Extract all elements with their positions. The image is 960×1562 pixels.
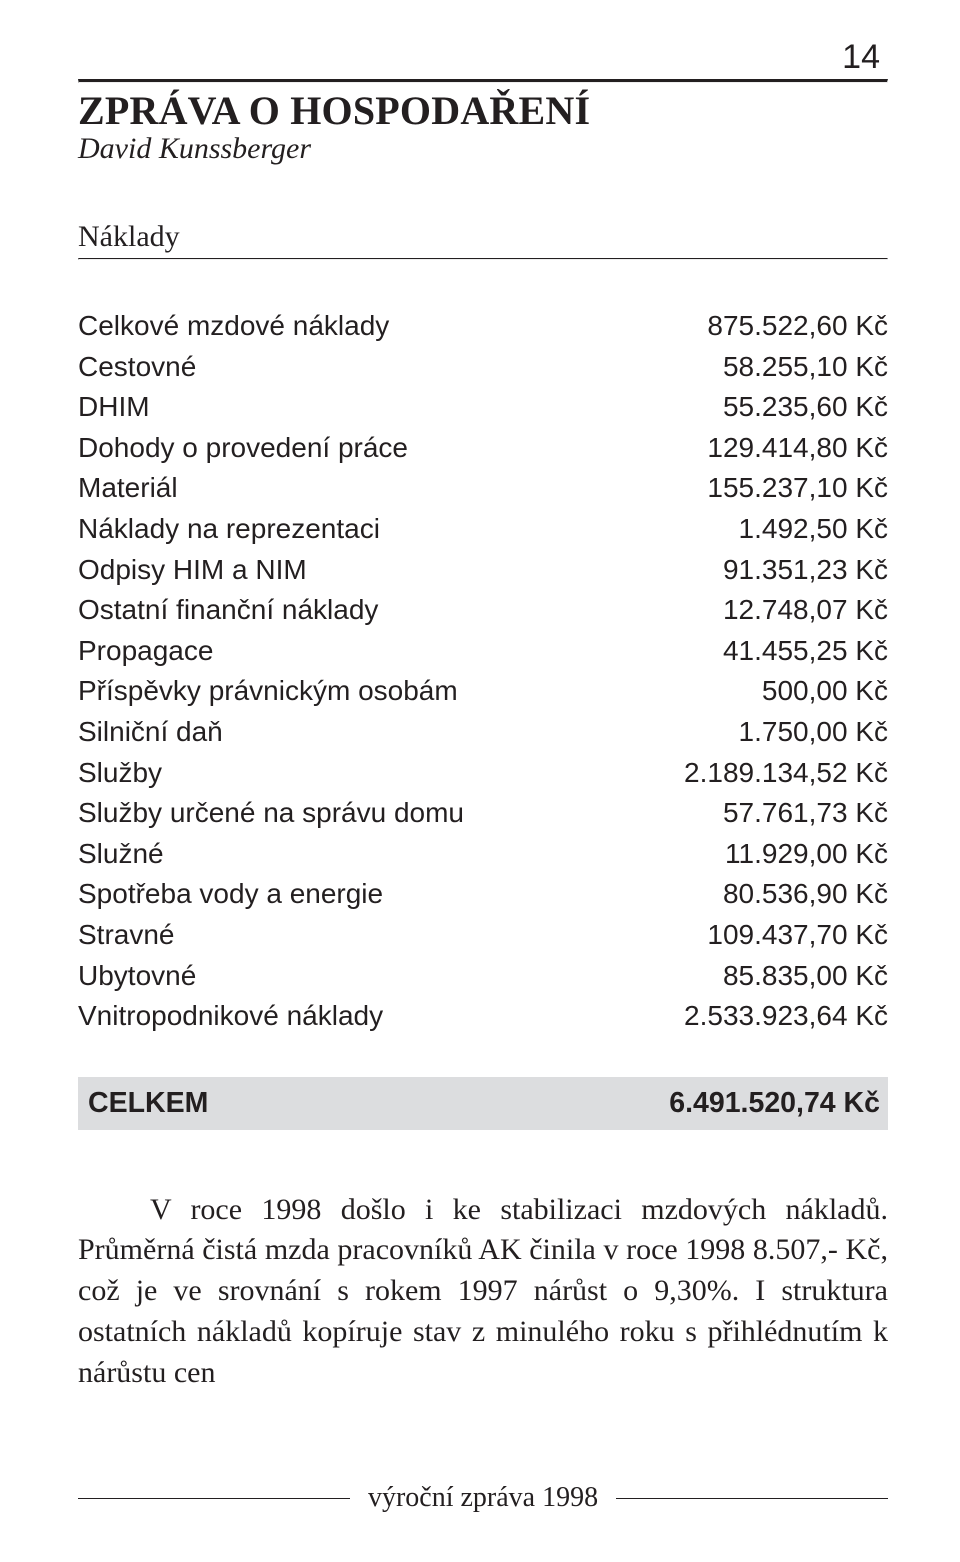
row-value: 41.455,25 Kč: [723, 631, 888, 672]
row-label: Odpisy HIM a NIM: [78, 550, 307, 591]
footer-rule-right: [616, 1498, 888, 1499]
row-label: Služby: [78, 753, 162, 794]
footer-line: výroční zpráva 1998: [78, 1482, 888, 1514]
row-value: 1.492,50 Kč: [739, 509, 888, 550]
table-row: Propagace 41.455,25 Kč: [78, 631, 888, 672]
table-row: Dohody o provedení práce 129.414,80 Kč: [78, 428, 888, 469]
row-label: Stravné: [78, 915, 175, 956]
row-value: 58.255,10 Kč: [723, 347, 888, 388]
footer: výroční zpráva 1998: [78, 1482, 888, 1514]
table-row: Materiál 155.237,10 Kč: [78, 468, 888, 509]
table-row: Služby 2.189.134,52 Kč: [78, 753, 888, 794]
row-label: Celkové mzdové náklady: [78, 306, 389, 347]
footer-text: výroční zpráva 1998: [368, 1482, 598, 1514]
table-row: DHIM 55.235,60 Kč: [78, 387, 888, 428]
title-block: ZPRÁVA O HOSPODAŘENÍ David Kunssberger: [78, 87, 888, 166]
row-value: 11.929,00 Kč: [725, 834, 888, 875]
row-value: 55.235,60 Kč: [723, 387, 888, 428]
row-label: Silniční daň: [78, 712, 223, 753]
total-label: CELKEM: [88, 1087, 208, 1120]
table-row: Vnitropodnikové náklady 2.533.923,64 Kč: [78, 996, 888, 1037]
row-value: 875.522,60 Kč: [707, 306, 888, 347]
section-heading: Náklady: [78, 220, 888, 254]
section-rule: [78, 258, 888, 260]
page: 14 ZPRÁVA O HOSPODAŘENÍ David Kunssberge…: [0, 0, 960, 1562]
row-value: 80.536,90 Kč: [723, 874, 888, 915]
row-label: Náklady na reprezentaci: [78, 509, 380, 550]
table-row: Služby určené na správu domu 57.761,73 Kč: [78, 793, 888, 834]
row-label: Dohody o provedení práce: [78, 428, 408, 469]
row-label: Spotřeba vody a energie: [78, 874, 383, 915]
row-label: Příspěvky právnickým osobám: [78, 671, 458, 712]
row-label: Propagace: [78, 631, 213, 672]
total-row: CELKEM 6.491.520,74 Kč: [78, 1077, 888, 1130]
row-value: 91.351,23 Kč: [723, 550, 888, 591]
row-label: Cestovné: [78, 347, 196, 388]
row-value: 1.750,00 Kč: [739, 712, 888, 753]
row-label: Ostatní finanční náklady: [78, 590, 378, 631]
table-row: Služné 11.929,00 Kč: [78, 834, 888, 875]
table-row: Spotřeba vody a energie 80.536,90 Kč: [78, 874, 888, 915]
top-rule: [78, 79, 888, 83]
row-value: 2.533.923,64 Kč: [684, 996, 888, 1037]
table-row: Ubytovné 85.835,00 Kč: [78, 956, 888, 997]
footer-rule-left: [78, 1498, 350, 1499]
row-label: Ubytovné: [78, 956, 196, 997]
table-row: Cestovné 58.255,10 Kč: [78, 347, 888, 388]
row-label: Materiál: [78, 468, 178, 509]
table-row: Celkové mzdové náklady 875.522,60 Kč: [78, 306, 888, 347]
page-number: 14: [78, 38, 888, 77]
row-value: 155.237,10 Kč: [707, 468, 888, 509]
row-value: 129.414,80 Kč: [707, 428, 888, 469]
table-row: Příspěvky právnickým osobám 500,00 Kč: [78, 671, 888, 712]
author: David Kunssberger: [78, 132, 888, 166]
row-value: 12.748,07 Kč: [723, 590, 888, 631]
row-value: 500,00 Kč: [762, 671, 888, 712]
row-label: Služby určené na správu domu: [78, 793, 464, 834]
row-label: Vnitropodnikové náklady: [78, 996, 383, 1037]
row-value: 85.835,00 Kč: [723, 956, 888, 997]
table-row: Náklady na reprezentaci 1.492,50 Kč: [78, 509, 888, 550]
table-row: Stravné 109.437,70 Kč: [78, 915, 888, 956]
table-row: Ostatní finanční náklady 12.748,07 Kč: [78, 590, 888, 631]
table-row: Odpisy HIM a NIM 91.351,23 Kč: [78, 550, 888, 591]
row-value: 57.761,73 Kč: [723, 793, 888, 834]
row-value: 2.189.134,52 Kč: [684, 753, 888, 794]
row-label: Služné: [78, 834, 164, 875]
main-title: ZPRÁVA O HOSPODAŘENÍ: [78, 87, 888, 134]
row-label: DHIM: [78, 387, 150, 428]
total-value: 6.491.520,74 Kč: [669, 1087, 880, 1120]
table-row: Silniční daň 1.750,00 Kč: [78, 712, 888, 753]
body-paragraph: V roce 1998 došlo i ke stabilizaci mzdov…: [78, 1190, 888, 1394]
row-value: 109.437,70 Kč: [707, 915, 888, 956]
cost-table: Celkové mzdové náklady 875.522,60 Kč Cest…: [78, 306, 888, 1037]
